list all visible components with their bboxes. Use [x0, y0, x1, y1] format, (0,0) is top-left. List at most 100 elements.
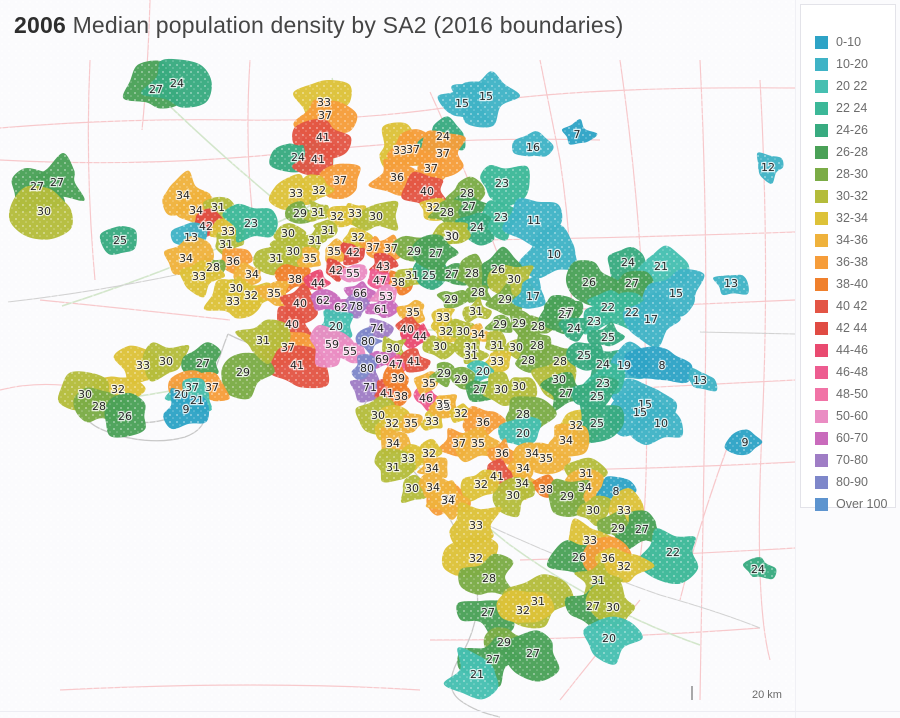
region-label: 30 [506, 489, 520, 502]
legend-item-80-90[interactable]: 80-90 [815, 475, 895, 489]
region-label: 32 [617, 560, 631, 573]
legend-item-20-22[interactable]: 20 22 [815, 79, 895, 93]
region-label: 26 [572, 551, 586, 564]
legend-item-38-40[interactable]: 38-40 [815, 277, 895, 291]
title-year: 2006 [14, 12, 66, 38]
region-label: 43 [376, 260, 390, 273]
region-label: 11 [527, 214, 541, 227]
region-label: 31 [321, 224, 335, 237]
region-label: 71 [363, 381, 377, 394]
region-label: 30 [159, 355, 173, 368]
region-label: 30 [386, 342, 400, 355]
legend-item-46-48[interactable]: 46-48 [815, 365, 895, 379]
region-label: 41 [407, 355, 421, 368]
legend-item-24-26[interactable]: 24-26 [815, 123, 895, 137]
region-label: 25 [422, 269, 436, 282]
region-label: 30 [281, 227, 295, 240]
region-label: 30 [371, 409, 385, 422]
legend-item-0-10[interactable]: 0-10 [815, 35, 895, 49]
coastline [81, 333, 501, 718]
region-label: 34 [245, 268, 259, 281]
map-title: 2006 Median population density by SA2 (2… [14, 12, 623, 39]
region-label: 41 [311, 153, 325, 166]
legend-item-60-70[interactable]: 60-70 [815, 431, 895, 445]
legend-item-10-20[interactable]: 10-20 [815, 57, 895, 71]
legend-item-22-24[interactable]: 22 24 [815, 101, 895, 115]
legend-item-over-100[interactable]: Over 100 [815, 497, 895, 511]
region-label: 22 [625, 306, 639, 319]
region-label: 35 [327, 245, 341, 258]
region-label: 30 [405, 482, 419, 495]
region-label: 37 [205, 381, 219, 394]
region-label: 7 [574, 128, 581, 141]
legend-swatch [815, 189, 828, 203]
region-label: 26 [491, 263, 505, 276]
legend-item-label: 48-50 [836, 387, 868, 401]
region-label: 27 [196, 357, 210, 370]
region-label: 12 [761, 161, 775, 174]
legend-item-48-50[interactable]: 48-50 [815, 387, 895, 401]
legend-item-30-32[interactable]: 30-32 [815, 189, 895, 203]
region-label: 27 [50, 176, 64, 189]
region-label: 22 [601, 301, 615, 314]
legend-item-34-36[interactable]: 34-36 [815, 233, 895, 247]
region-label: 28 [92, 400, 106, 413]
region-label: 25 [577, 349, 591, 362]
region-label: 38 [539, 483, 553, 496]
region-label: 27 [586, 600, 600, 613]
legend-item-32-34[interactable]: 32-34 [815, 211, 895, 225]
legend-item-36-38[interactable]: 36-38 [815, 255, 895, 269]
legend-item-label: 60-70 [836, 431, 868, 445]
region-label: 32 [474, 478, 488, 491]
legend-item-label: 34-36 [836, 233, 868, 247]
legend-swatch [815, 299, 828, 313]
legend-item-50-60[interactable]: 50-60 [815, 409, 895, 423]
panel-divider [795, 0, 796, 718]
region-label: 35 [422, 377, 436, 390]
legend-item-list: 0-10 10-20 20 22 22 24 24-26 26-28 28-30 30-32 3… [815, 35, 895, 511]
scale-bar: 20 km [691, 686, 782, 701]
region-label: 30 [369, 210, 383, 223]
region-label: 26 [118, 410, 132, 423]
region-label: 47 [389, 358, 403, 371]
legend-item-label: 50-60 [836, 409, 868, 423]
legend-item-label: 80-90 [836, 475, 868, 489]
legend-swatch [815, 277, 828, 291]
region-label: 31 [464, 349, 478, 362]
region-label: 24 [291, 151, 305, 164]
region-label: 55 [343, 345, 357, 358]
region-label: 25 [113, 234, 127, 247]
region-label: 27 [486, 653, 500, 666]
region-label: 37 [384, 242, 398, 255]
legend-item-70-80[interactable]: 70-80 [815, 453, 895, 467]
region-label: 30 [37, 205, 51, 218]
legend-swatch [815, 145, 828, 159]
legend-item-label: 22 24 [836, 101, 868, 115]
legend-item-label: 40 42 [836, 299, 868, 313]
region-label: 20 [174, 388, 188, 401]
region-label: 62 [316, 294, 330, 307]
region-label: 40 [420, 185, 434, 198]
region-label: 15 [479, 90, 493, 103]
region-label: 30 [229, 282, 243, 295]
region-label: 34 [471, 328, 485, 341]
region-label: 36 [390, 171, 404, 184]
region-label: 26 [582, 276, 596, 289]
legend-item-40-42[interactable]: 40 42 [815, 299, 895, 313]
legend-item-26-28[interactable]: 26-28 [815, 145, 895, 159]
region-label: 24 [596, 358, 610, 371]
region-label: 24 [470, 221, 484, 234]
region-label: 15 [638, 398, 652, 411]
region-label: 33 [583, 534, 597, 547]
legend-item-44-46[interactable]: 44-46 [815, 343, 895, 357]
region-label: 27 [30, 180, 44, 193]
legend-item-42-44[interactable]: 42 44 [815, 321, 895, 335]
region-label: 27 [526, 647, 540, 660]
legend-item-28-30[interactable]: 28-30 [815, 167, 895, 181]
region-label: 24 [621, 256, 635, 269]
region-label: 22 [666, 546, 680, 559]
region-label: 38 [391, 276, 405, 289]
region-label: 69 [375, 353, 389, 366]
region-label: 25 [590, 417, 604, 430]
